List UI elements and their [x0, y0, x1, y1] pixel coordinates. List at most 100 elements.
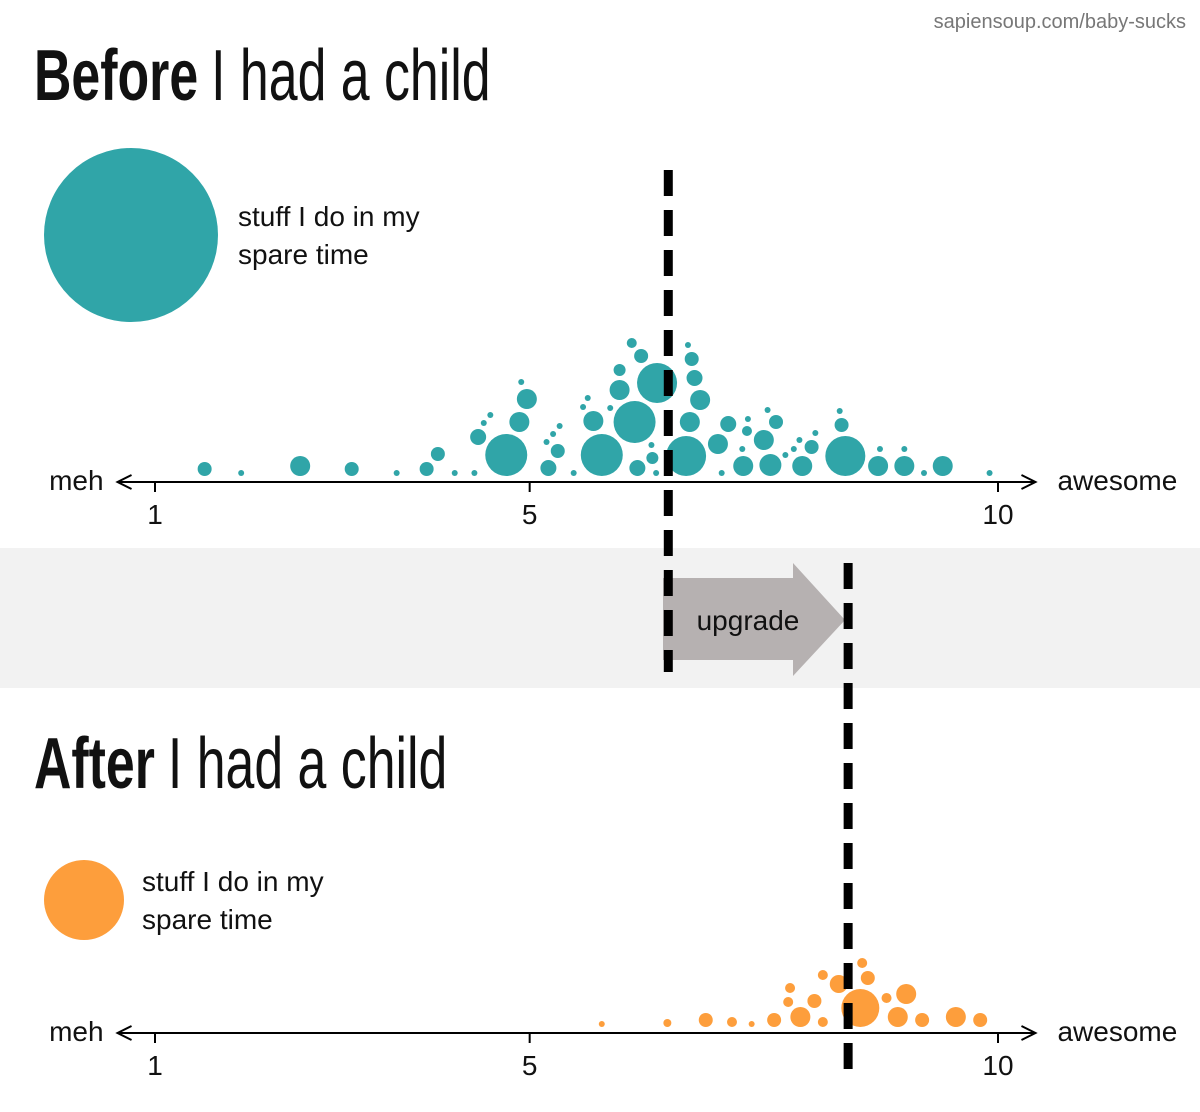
bubble — [613, 364, 626, 376]
bubble — [764, 407, 771, 413]
bubble — [666, 436, 707, 476]
x-tick-label: 10 — [982, 1050, 1013, 1081]
bubble — [634, 349, 649, 363]
bubble — [470, 429, 487, 445]
bubble — [430, 447, 445, 461]
bubble — [197, 462, 212, 476]
bubble — [769, 415, 784, 429]
bubble — [690, 390, 711, 410]
axis-arrow — [1021, 474, 1038, 490]
bubble — [894, 456, 915, 476]
x-right-label: awesome — [1057, 465, 1177, 496]
x-tick-label: 5 — [522, 1050, 538, 1081]
chart-title: Before I had a child — [34, 36, 491, 116]
bubble — [860, 971, 875, 985]
bubble — [684, 342, 691, 348]
axis-arrow — [115, 1025, 132, 1041]
bubble — [783, 997, 794, 1007]
bubble — [480, 420, 487, 426]
bubble — [796, 437, 803, 443]
x-right-label: awesome — [1057, 1016, 1177, 1047]
bubble — [807, 994, 822, 1008]
bubble — [419, 462, 434, 476]
bubble — [896, 984, 917, 1004]
bubble — [921, 470, 928, 476]
bubble — [485, 434, 528, 476]
bubble — [648, 442, 655, 448]
bubble — [901, 446, 908, 452]
bubble — [825, 436, 866, 476]
bubble — [543, 439, 550, 445]
bubble — [583, 411, 604, 431]
bubble — [570, 470, 577, 476]
bubble — [584, 395, 591, 401]
bubble — [932, 456, 953, 476]
chart-title: After I had a child — [34, 724, 447, 804]
title-text: I had a child — [211, 36, 490, 116]
legend-swatch — [44, 860, 124, 940]
bubble — [393, 470, 400, 476]
bubble — [834, 418, 849, 432]
x-tick-label: 5 — [522, 499, 538, 530]
x-tick-label: 1 — [147, 499, 163, 530]
bubble — [516, 389, 537, 409]
bubble — [718, 470, 725, 476]
bubble — [741, 426, 752, 436]
bubble — [857, 958, 868, 968]
x-tick-label: 10 — [982, 499, 1013, 530]
bubble — [782, 452, 789, 458]
bubble — [790, 446, 797, 452]
title-lead: After — [34, 724, 155, 804]
legend-label: stuff I do in my — [142, 866, 324, 897]
bubble — [817, 1017, 828, 1027]
arrow — [663, 563, 845, 676]
bubble — [915, 1013, 930, 1027]
bubble — [580, 434, 623, 476]
bubble — [973, 1013, 988, 1027]
bubble — [598, 1021, 605, 1027]
title-lead: Before — [34, 36, 198, 116]
bubble — [945, 1007, 966, 1027]
bubble — [613, 401, 656, 443]
bubble — [629, 460, 646, 476]
bubble — [663, 1019, 672, 1027]
bubble — [609, 380, 630, 400]
bubble — [876, 446, 883, 452]
x-left-label: meh — [49, 465, 103, 496]
bubble — [759, 454, 782, 476]
legend-label: spare time — [142, 904, 273, 935]
bubble — [509, 412, 530, 432]
legend-label: spare time — [238, 239, 369, 270]
bubble — [653, 470, 660, 476]
bubble — [580, 404, 587, 410]
bubble — [792, 456, 813, 476]
bubble — [451, 470, 458, 476]
bubble — [744, 416, 751, 422]
bubble — [739, 446, 746, 452]
bubble — [487, 412, 494, 418]
bubble — [881, 993, 892, 1003]
bubble — [646, 452, 659, 464]
legend-swatch — [44, 148, 218, 322]
bubble — [471, 470, 478, 476]
annotation: upgrade — [697, 605, 800, 636]
source: sapiensoup.com/baby-sucks — [934, 11, 1186, 33]
bubble — [887, 1007, 908, 1027]
bubble — [829, 975, 848, 993]
bubble — [753, 430, 774, 450]
bubble — [290, 456, 311, 476]
bubble — [836, 408, 843, 414]
bubble — [868, 456, 889, 476]
bubble — [767, 1013, 782, 1027]
bubble — [556, 423, 563, 429]
bubble — [540, 460, 557, 476]
bubble — [812, 430, 819, 436]
bubble — [817, 970, 828, 980]
bubble — [785, 983, 796, 993]
bubble — [698, 1013, 713, 1027]
axis-arrow — [1021, 1025, 1038, 1041]
title-text: I had a child — [168, 724, 447, 804]
bubble — [344, 462, 359, 476]
legend-label: stuff I do in my — [238, 201, 420, 232]
bubble — [550, 431, 557, 437]
